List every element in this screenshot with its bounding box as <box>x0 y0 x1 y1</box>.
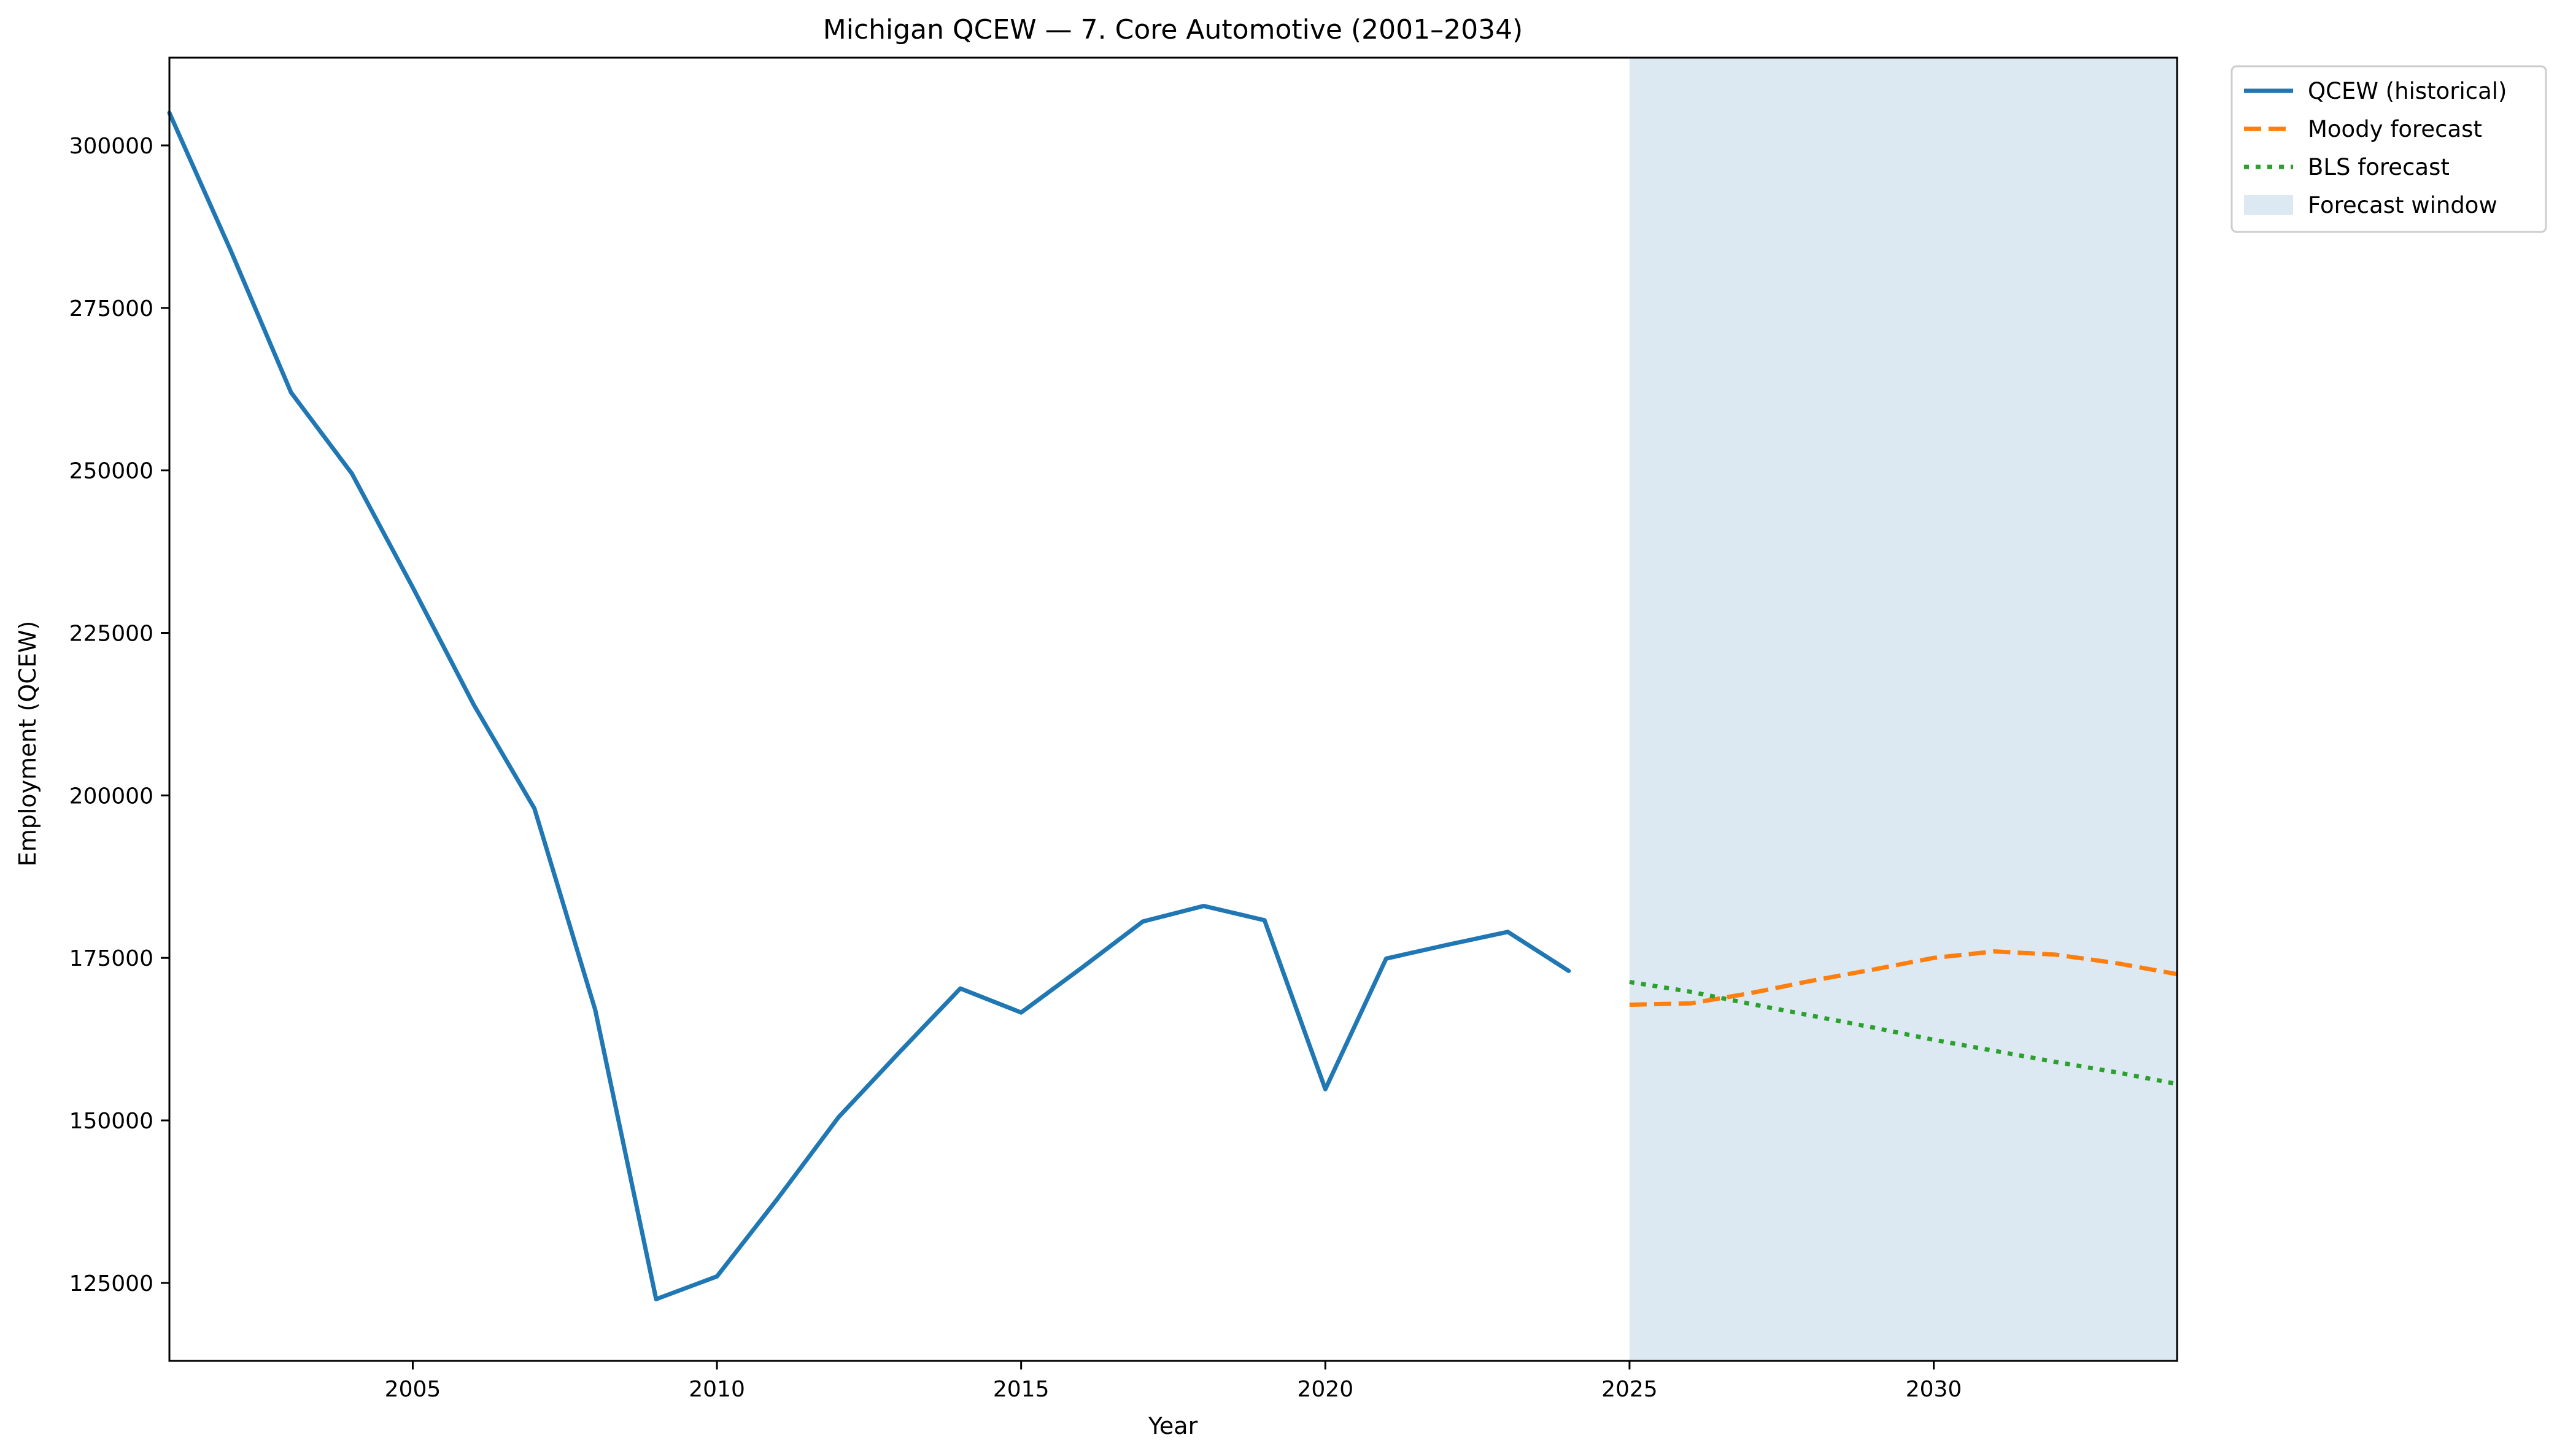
series-0-point <box>1325 1089 1326 1090</box>
x-tick-label: 2005 <box>385 1377 441 1402</box>
forecast-window-band <box>1629 58 2177 1361</box>
series-1-point <box>1690 1003 1691 1004</box>
series-2-point <box>2055 1061 2056 1062</box>
legend-label: Moody forecast <box>2308 116 2482 142</box>
y-tick-label: 125000 <box>69 1271 153 1296</box>
series-0-point <box>291 392 292 393</box>
y-tick-label: 225000 <box>69 622 153 647</box>
legend-box <box>2230 65 2547 233</box>
x-tick-label: 2015 <box>993 1377 1050 1402</box>
x-tick-label: 2020 <box>1297 1377 1353 1402</box>
x-tick-label: 2025 <box>1601 1377 1658 1402</box>
series-0-point <box>1507 931 1508 932</box>
chart-title: Michigan QCEW — 7. Core Automotive (2001… <box>823 14 1523 45</box>
legend-label: BLS forecast <box>2308 154 2450 180</box>
x-tick-label: 2010 <box>689 1377 745 1402</box>
legend: QCEW (historical) Moody forecast BLS forec… <box>2230 65 2547 233</box>
legend-label: QCEW (historical) <box>2308 78 2507 104</box>
x-axis-label: Year <box>1148 1412 1198 1439</box>
series-0-point <box>534 808 535 809</box>
legend-label: Forecast window <box>2308 192 2497 218</box>
x-tick-label: 2030 <box>1906 1377 1962 1402</box>
legend-swatch <box>2244 195 2293 215</box>
plot-area: 2005 2010 2015 2020 2025 2030 125000 150000 1750… <box>69 56 2178 1402</box>
series-0-point <box>230 249 231 250</box>
series-1-point <box>1994 951 1995 952</box>
series-line-1 <box>1629 949 2178 1007</box>
y-tick-label: 150000 <box>69 1109 153 1134</box>
y-tick-label: 250000 <box>69 459 153 484</box>
y-tick-label: 200000 <box>69 784 153 809</box>
y-tick-label: 275000 <box>69 296 153 322</box>
series-1-point <box>1629 1004 1630 1005</box>
y-tick-label: 175000 <box>69 946 153 971</box>
plot-frame <box>168 56 2178 1362</box>
series-0-point <box>473 704 474 705</box>
y-tick-label: 300000 <box>69 134 153 159</box>
series-line-0 <box>167 110 1571 1301</box>
series-1-point <box>2055 954 2056 955</box>
y-axis-label: Employment (QCEW) <box>14 621 41 867</box>
series-0-point <box>412 587 413 588</box>
series-0-point <box>717 1276 718 1277</box>
series-2-point <box>1994 1050 1995 1051</box>
series-0-point <box>1142 921 1143 922</box>
series-2-point <box>1933 1039 1934 1040</box>
series-0-point <box>1386 958 1387 959</box>
